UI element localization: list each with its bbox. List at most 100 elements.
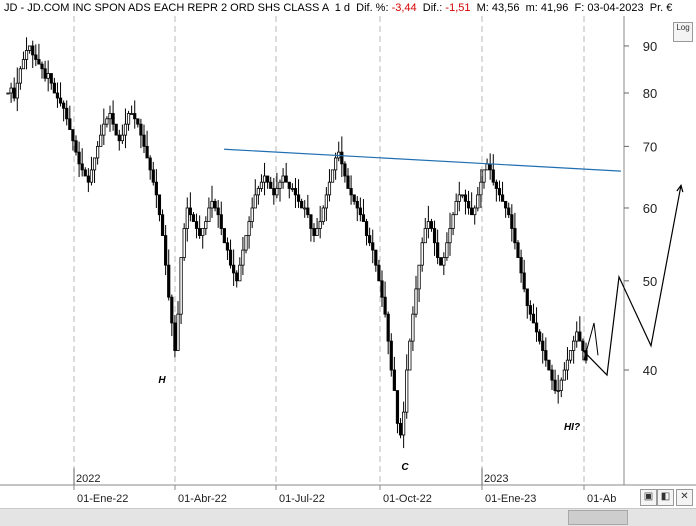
candle-body <box>374 249 378 266</box>
candle-body <box>439 257 443 266</box>
candle-body <box>37 59 41 65</box>
log-scale-toggle[interactable]: Log <box>673 22 693 42</box>
candle-body <box>160 214 165 236</box>
candle-body <box>528 305 532 315</box>
candle-body <box>62 102 66 109</box>
candle-body <box>262 175 267 183</box>
candle-body <box>463 194 468 202</box>
candle-body <box>479 181 483 196</box>
candle-body <box>303 207 307 210</box>
candle-body <box>330 169 335 183</box>
candle-body <box>402 411 406 436</box>
candle-body <box>405 369 409 413</box>
candle-body <box>306 207 310 216</box>
candle-body <box>395 390 400 424</box>
candle-body <box>513 228 517 244</box>
save-icon[interactable]: ▣ <box>640 489 657 506</box>
candle-body <box>111 113 115 125</box>
candle-body <box>340 151 344 165</box>
candle-body <box>133 113 137 120</box>
candle-body <box>256 188 260 196</box>
candle-body <box>300 200 304 209</box>
candle-body <box>398 422 403 436</box>
candle-body <box>49 73 53 84</box>
candle-body <box>173 322 177 351</box>
window-icon[interactable]: ◧ <box>657 489 674 506</box>
candle-body <box>241 249 245 266</box>
candle-body <box>46 73 50 79</box>
candle-body <box>454 200 458 216</box>
candle-body <box>491 169 495 183</box>
candle-body <box>275 188 279 196</box>
max-label: M: <box>476 2 489 14</box>
candle-body <box>482 169 486 183</box>
candle-body <box>334 157 338 171</box>
candle-body <box>117 134 121 142</box>
candle-body <box>349 188 353 196</box>
dif-pct-label: Dif. %: <box>356 2 389 14</box>
max-value: 43,56 <box>491 2 520 14</box>
y-tick-label: 50 <box>643 274 657 289</box>
candle-body <box>250 207 254 222</box>
candle-body <box>368 235 372 244</box>
horizontal-scrollbar[interactable] <box>0 508 696 526</box>
candle-body <box>309 214 313 229</box>
candle-body <box>436 242 440 258</box>
candle-body <box>448 228 452 244</box>
close-icon[interactable]: ✕ <box>676 489 693 506</box>
candle-body <box>541 340 545 351</box>
year-marker-label: 2023 <box>484 473 508 485</box>
y-tick-label: 80 <box>643 86 657 101</box>
candle-body <box>154 181 158 196</box>
date-value: 03-04-2023 <box>587 2 644 14</box>
candle-body <box>534 322 539 333</box>
candle-body <box>167 264 171 298</box>
candle-body <box>272 188 276 196</box>
candle-body <box>228 249 233 266</box>
percent-label: Pr. € <box>649 2 673 14</box>
candle-body <box>451 214 455 229</box>
candle-body <box>559 379 563 391</box>
candle-body <box>568 350 573 361</box>
candle-body <box>201 228 205 236</box>
candle-body <box>488 163 492 171</box>
candle-body <box>572 340 576 351</box>
candle-body <box>222 228 226 244</box>
candle-body <box>426 221 430 229</box>
candle-body <box>24 50 29 60</box>
candle-body <box>269 181 273 189</box>
candle-body <box>278 181 282 189</box>
candle-body <box>18 68 22 84</box>
y-tick-label: 40 <box>643 363 657 378</box>
neckline-trendline <box>224 148 621 172</box>
candle-body <box>432 228 437 244</box>
candle-body <box>414 288 418 315</box>
candle-body <box>28 45 32 51</box>
candle-body <box>293 188 298 196</box>
projection-arrowhead <box>676 183 684 193</box>
candle-body <box>182 228 186 258</box>
candle-body <box>130 113 134 115</box>
candle-body <box>408 340 412 371</box>
candle-body <box>538 331 542 342</box>
scrollbar-thumb[interactable] <box>568 510 628 525</box>
candle-body <box>371 242 375 251</box>
candle-body <box>6 92 10 95</box>
candle-body <box>65 107 69 120</box>
candle-body <box>531 313 536 324</box>
candle-body <box>266 175 270 183</box>
candle-body <box>519 257 523 274</box>
candle-body <box>504 200 508 209</box>
candle-body <box>198 228 202 236</box>
candle-body <box>346 175 350 189</box>
candle-body <box>457 194 461 202</box>
candle-body <box>207 207 211 222</box>
candle-body <box>470 207 474 216</box>
candle-body <box>525 288 529 306</box>
candle-body <box>343 163 347 177</box>
candle-body <box>253 194 257 209</box>
candle-body <box>287 181 291 189</box>
candle-body <box>420 242 424 266</box>
candle-body <box>565 359 570 371</box>
